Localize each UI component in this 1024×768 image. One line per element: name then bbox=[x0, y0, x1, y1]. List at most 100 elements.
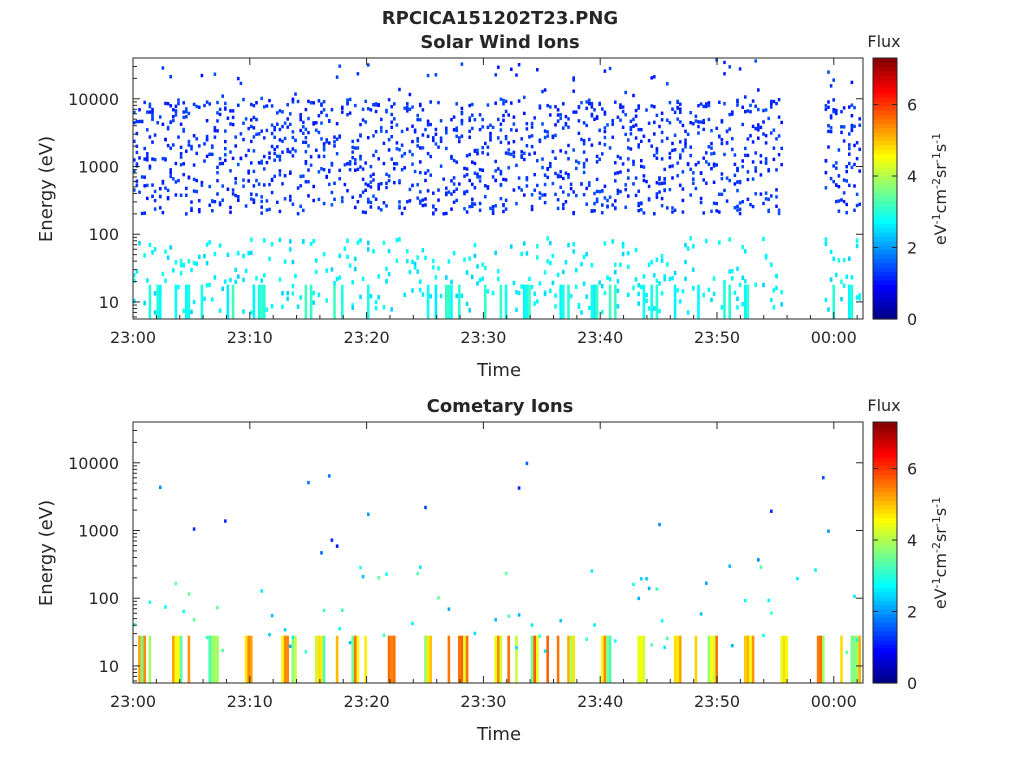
colorbar-segment bbox=[873, 617, 897, 623]
heat-cell bbox=[647, 306, 651, 311]
colorbar-segment bbox=[873, 548, 897, 554]
heat-cell bbox=[203, 253, 206, 259]
heat-cell bbox=[746, 137, 750, 141]
heat-cell bbox=[582, 161, 586, 166]
heat-cell bbox=[751, 635, 755, 683]
heat-cell bbox=[728, 65, 731, 69]
heat-cell bbox=[359, 193, 362, 198]
heat-cell bbox=[185, 284, 188, 319]
heat-cell bbox=[174, 260, 178, 265]
heat-cell bbox=[619, 262, 622, 268]
heat-cell bbox=[770, 105, 773, 109]
heat-cell bbox=[707, 287, 711, 293]
heat-cell bbox=[309, 241, 313, 247]
heat-cell bbox=[562, 176, 565, 181]
heat-cell bbox=[468, 103, 471, 108]
heat-cell bbox=[489, 131, 492, 136]
heat-cell bbox=[491, 211, 495, 215]
heat-cell bbox=[494, 101, 497, 105]
heat-cell bbox=[744, 279, 747, 284]
heat-cell bbox=[598, 157, 601, 162]
heat-cell bbox=[582, 121, 586, 125]
heat-cell bbox=[640, 208, 643, 212]
heat-cell bbox=[426, 169, 430, 173]
heat-cell bbox=[385, 266, 388, 272]
heat-cell bbox=[413, 265, 417, 270]
heat-cell bbox=[673, 284, 677, 319]
heat-cell bbox=[525, 461, 529, 466]
heat-cell bbox=[263, 238, 266, 243]
heat-cell bbox=[850, 635, 854, 683]
heat-cell bbox=[822, 635, 825, 683]
panel1-axes-box bbox=[132, 57, 864, 320]
heat-cell bbox=[208, 203, 211, 207]
heat-cell bbox=[621, 125, 625, 130]
heat-cell bbox=[299, 204, 302, 209]
heat-cell bbox=[213, 275, 217, 280]
heat-cell bbox=[317, 197, 321, 202]
heat-cell bbox=[590, 569, 594, 573]
heat-cell bbox=[304, 127, 308, 132]
heat-cell bbox=[172, 118, 175, 123]
heat-cell bbox=[528, 276, 531, 282]
heat-cell bbox=[504, 207, 508, 211]
heat-cell bbox=[320, 102, 323, 106]
heat-cell bbox=[380, 125, 383, 130]
heat-cell bbox=[681, 210, 685, 214]
heat-cell bbox=[161, 122, 165, 127]
heat-cell bbox=[468, 204, 471, 209]
heat-cell bbox=[723, 102, 726, 106]
heat-cell bbox=[244, 153, 248, 158]
heat-cell bbox=[585, 100, 588, 104]
heat-cell bbox=[554, 105, 557, 109]
heat-cell bbox=[593, 623, 596, 627]
heat-cell bbox=[736, 103, 739, 107]
colorbar-frame bbox=[872, 57, 898, 320]
heat-cell bbox=[840, 635, 843, 683]
colorbar-segment bbox=[873, 136, 897, 142]
heat-cell bbox=[151, 157, 154, 161]
heat-cell bbox=[239, 132, 243, 136]
heat-cell bbox=[541, 157, 544, 161]
heat-cell bbox=[211, 152, 214, 157]
heat-cell bbox=[333, 281, 336, 286]
heat-cell bbox=[356, 72, 360, 76]
heat-cell bbox=[559, 170, 562, 174]
heat-cell bbox=[270, 177, 274, 182]
heat-cell bbox=[733, 162, 737, 167]
heat-cell bbox=[515, 73, 518, 77]
heat-cell bbox=[653, 306, 656, 311]
heat-cell bbox=[224, 107, 227, 111]
heat-cell bbox=[367, 284, 370, 319]
heat-cell bbox=[153, 247, 157, 252]
heat-cell bbox=[252, 198, 256, 202]
heat-cell bbox=[255, 193, 258, 197]
heat-cell bbox=[655, 156, 659, 160]
heat-cell bbox=[174, 193, 178, 197]
heat-cell bbox=[705, 151, 708, 155]
heat-cell bbox=[660, 253, 664, 259]
heat-cell bbox=[733, 182, 737, 186]
heat-cell bbox=[655, 147, 659, 151]
heat-cell bbox=[546, 134, 549, 138]
heat-cell bbox=[229, 277, 232, 283]
heat-cell bbox=[187, 175, 191, 179]
heat-cell bbox=[481, 151, 484, 155]
heat-cell bbox=[601, 283, 604, 289]
heat-cell bbox=[455, 198, 458, 203]
colorbar-segment bbox=[873, 314, 897, 320]
heat-cell bbox=[135, 164, 139, 168]
heat-cell bbox=[762, 282, 765, 288]
heat-cell bbox=[671, 176, 674, 180]
heat-cell bbox=[471, 204, 474, 209]
heat-cell bbox=[346, 189, 349, 193]
heat-cell bbox=[304, 135, 308, 140]
heat-cell bbox=[348, 162, 352, 166]
x-tick-label: 23:50 bbox=[694, 328, 740, 347]
heat-cell bbox=[445, 284, 448, 319]
heat-cell bbox=[242, 121, 245, 125]
heat-cell bbox=[827, 70, 830, 74]
heat-cell bbox=[244, 117, 248, 121]
colorbar-segment bbox=[873, 517, 897, 523]
heat-cell bbox=[640, 201, 643, 206]
